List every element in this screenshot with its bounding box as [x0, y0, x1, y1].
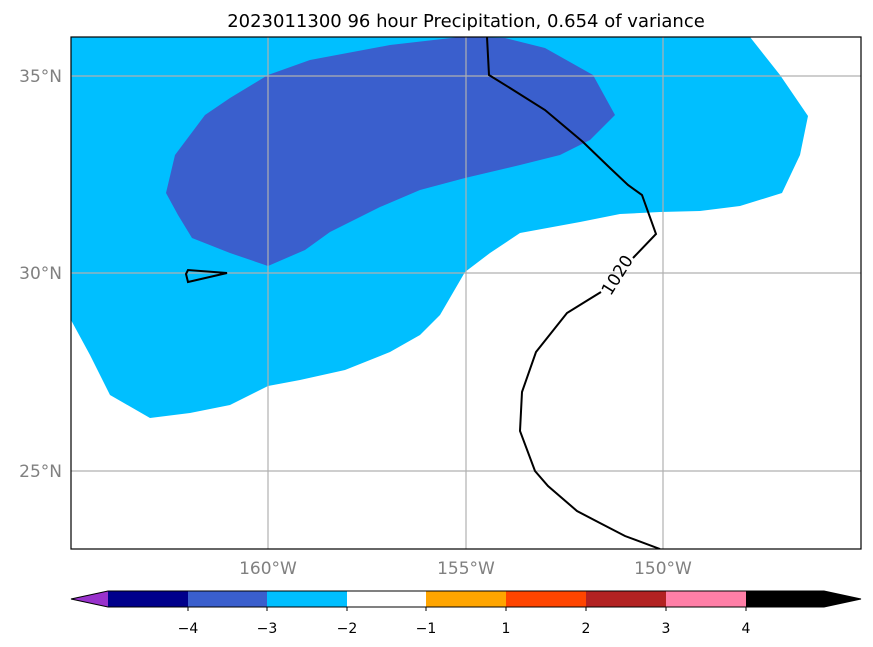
colorbar-segment-7: [586, 591, 666, 607]
colorbar-tick-label: −3: [257, 621, 278, 637]
colorbar-extend-high: [746, 591, 861, 607]
colorbar-tick-label: 4: [742, 621, 751, 637]
colorbar: −4 −3 −2 −1 1 2 3 4: [70, 590, 862, 637]
colorbar-tick-label: −1: [416, 621, 437, 637]
colorbar-segment-3: [267, 591, 347, 607]
lon-label-160w: 160°W: [239, 559, 297, 579]
colorbar-tick-label: −4: [178, 621, 199, 637]
colorbar-segment-4: [347, 591, 426, 607]
lon-label-155w: 155°W: [437, 559, 495, 579]
colorbar-tick-label: 3: [662, 621, 671, 637]
colorbar-segment-5: [426, 591, 506, 607]
colorbar-segment-2: [188, 591, 267, 607]
precip-anomaly-dark-blue-region: [166, 37, 615, 266]
gridlines: [71, 37, 861, 549]
colorbar-extend-low: [71, 591, 108, 607]
colorbar-tick-label: 1: [502, 621, 511, 637]
lon-label-150w: 150°W: [634, 559, 692, 579]
lat-label-30n: 30°N: [19, 264, 62, 284]
colorbar-segment-6: [506, 591, 586, 607]
colorbar-tick-label: 2: [582, 621, 591, 637]
pressure-contour-line: [486, 37, 661, 549]
lat-label-25n: 25°N: [19, 462, 62, 482]
colorbar-tick-label: −2: [337, 621, 358, 637]
map-frame: [70, 36, 862, 550]
pressure-contour-small-loop: [184, 268, 228, 284]
colorbar-outline: [70, 590, 862, 608]
lat-label-35n: 35°N: [19, 67, 62, 87]
colorbar-ticks: [187, 607, 747, 611]
colorbar-segment-8: [666, 591, 746, 607]
map-panel: 1020: [71, 37, 861, 549]
colorbar-segment-1: [108, 591, 188, 607]
figure-title: 2023011300 96 hour Precipitation, 0.654 …: [227, 11, 705, 32]
